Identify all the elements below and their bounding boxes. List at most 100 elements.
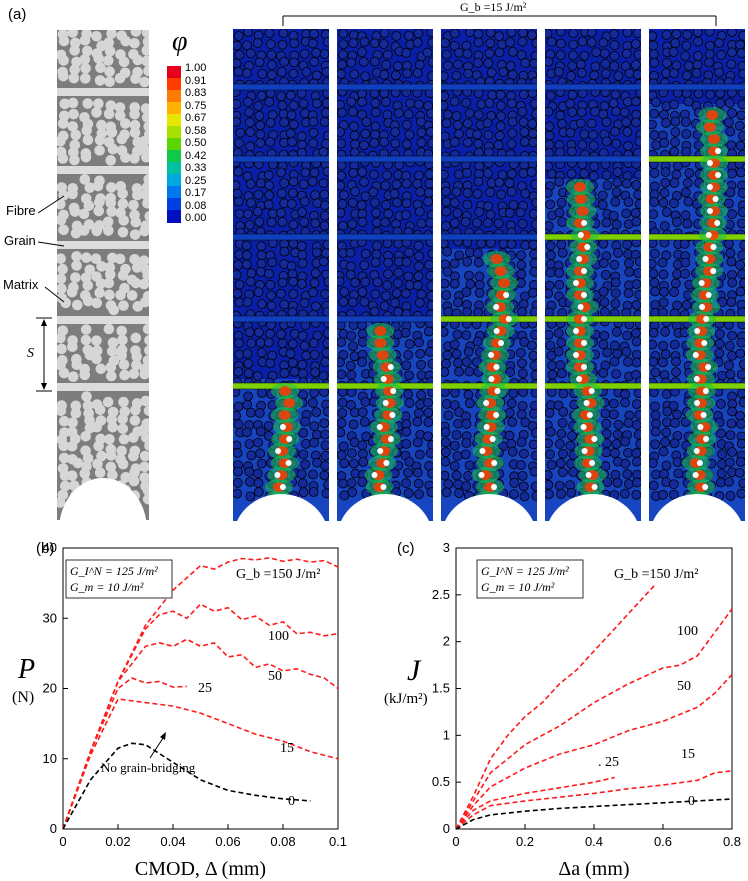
colorbar-swatch (167, 198, 181, 211)
series-label: 50 (268, 669, 282, 684)
gb-bracket (282, 15, 717, 26)
phase-field-strip-2 (337, 29, 433, 521)
colorbar-tick-label: 0.42 (185, 149, 207, 162)
series-line (62, 677, 187, 830)
series-label: . 25 (598, 755, 619, 770)
legend-line-1: G_I^N = 125 J/m² (70, 564, 158, 578)
legend-box: G_I^N = 125 J/m² G_m = 10 J/m² (65, 559, 173, 599)
series-line (455, 673, 733, 830)
series-line (455, 608, 733, 830)
y-tick-label: 1 (443, 727, 450, 742)
x-tick-label: 0 (59, 834, 66, 849)
y-tick-label: 0 (50, 821, 57, 836)
series-line (455, 798, 733, 830)
y-axis-label: J (407, 654, 422, 687)
y-tick-label: 1.5 (432, 681, 450, 696)
colorbar-tick-label: 0.58 (185, 124, 207, 137)
schematic-leader-lines (36, 195, 65, 392)
colorbar-tick-label: 0.33 (185, 162, 207, 174)
series-line (62, 742, 311, 830)
panel-c-label: (c) (397, 540, 415, 557)
chart-c: 0 0.2 0.4 0.6 0.8 0 0.5 1 1.5 2 2.5 3 G_I^N = 125 J/… (384, 540, 741, 880)
colorbar-swatch (167, 186, 181, 199)
series-label: 15 (681, 747, 695, 762)
y-tick-label: 3 (443, 540, 450, 555)
series-label: 0 (288, 794, 295, 809)
specimen-schematic (57, 30, 149, 520)
colorbar-swatch (167, 114, 181, 127)
colorbar-tick-label: 0.83 (185, 87, 207, 99)
colorbar-swatch (167, 210, 181, 223)
y-tick-label: 2.5 (432, 587, 450, 602)
y-tick-label: 0 (443, 821, 450, 836)
colorbar-swatch (167, 150, 181, 163)
colorbar-swatch (167, 102, 181, 115)
series-line (62, 603, 339, 830)
legend-box: G_I^N = 125 J/m² G_m = 10 J/m² (476, 559, 584, 599)
legend-line-2: G_m = 10 J/m² (481, 580, 555, 594)
series-line (62, 638, 339, 830)
x-tick-label: 0.8 (723, 834, 741, 849)
colorbar-swatch (167, 78, 181, 91)
panel-b-label: (b) (36, 540, 55, 557)
x-tick-label: 0.1 (329, 834, 347, 849)
x-tick-label: 0.06 (215, 834, 240, 849)
colorbar-tick-label: 0.75 (185, 99, 207, 112)
y-tick-label: 2 (443, 634, 450, 649)
x-axis-label: Δa (mm) (558, 858, 629, 880)
colorbar-tick-label: 0.25 (185, 174, 207, 187)
series-line (455, 776, 615, 830)
colorbar-tick-label: 0.00 (185, 212, 207, 224)
no-bridging-annotation: No grain-bridging (101, 760, 196, 775)
label-matrix: Matrix (3, 277, 39, 292)
phase-field-strip-1 (233, 29, 329, 521)
x-tick-label: 0.02 (105, 834, 130, 849)
colorbar-tick-label: 0.91 (185, 74, 207, 87)
y-axis-unit: (N) (12, 689, 34, 706)
colorbar-swatch (167, 66, 181, 79)
series-label: 15 (280, 741, 294, 756)
series-line (62, 698, 339, 830)
colorbar (167, 66, 181, 223)
colorbar-swatch (167, 174, 181, 187)
label-grain: Grain (4, 233, 36, 248)
colorbar-tick-label: 0.50 (185, 137, 207, 149)
label-fibre: Fibre (6, 203, 36, 218)
colorbar-ticks: 1.00 0.91 0.83 0.75 0.67 0.58 0.50 0.42 0.33 0.25… (185, 62, 225, 232)
y-tick-label: 0.5 (432, 774, 450, 789)
series-line (455, 583, 657, 830)
series-label: 25 (198, 681, 212, 696)
colorbar-tick-label: 0.67 (185, 112, 207, 124)
legend-line-2: G_m = 10 J/m² (70, 580, 144, 594)
label-spacing: S (27, 346, 34, 361)
series-line (455, 770, 733, 830)
schematic-fibres (57, 30, 149, 520)
colorbar-tick-label: 0.08 (185, 199, 207, 212)
y-tick-label: 30 (43, 610, 57, 625)
x-axis-label: CMOD, Δ (mm) (135, 858, 266, 880)
panel-a-label: (a) (8, 6, 27, 23)
series-label: G_b =150 J/m² (236, 567, 320, 582)
phase-field-strip-4 (545, 29, 641, 521)
legend-line-1: G_I^N = 125 J/m² (481, 564, 569, 578)
x-tick-label: 0.6 (654, 834, 672, 849)
phase-field-strip-5 (649, 29, 745, 521)
phi-symbol: φ (172, 26, 188, 57)
series-label: 100 (268, 629, 289, 644)
colorbar-swatch (167, 162, 181, 175)
x-tick-label: 0 (452, 834, 459, 849)
colorbar-swatch (167, 90, 181, 103)
series-label: 100 (677, 624, 698, 639)
x-tick-label: 0.08 (270, 834, 295, 849)
y-tick-label: 20 (43, 681, 57, 696)
y-tick-label: 10 (43, 751, 57, 766)
colorbar-swatch (167, 126, 181, 139)
phase-field-strip-3 (441, 29, 537, 521)
series-line (62, 556, 339, 830)
chart-b: 0 0.02 0.04 0.06 0.08 0.1 0 10 20 30 40 G_I^N = 125… (12, 540, 347, 880)
colorbar-tick-label: 1.00 (185, 62, 207, 74)
series-label: G_b =150 J/m² (614, 567, 698, 582)
y-axis-label: P (17, 654, 35, 685)
series-label: 0 (688, 794, 695, 809)
x-tick-label: 0.2 (516, 834, 534, 849)
